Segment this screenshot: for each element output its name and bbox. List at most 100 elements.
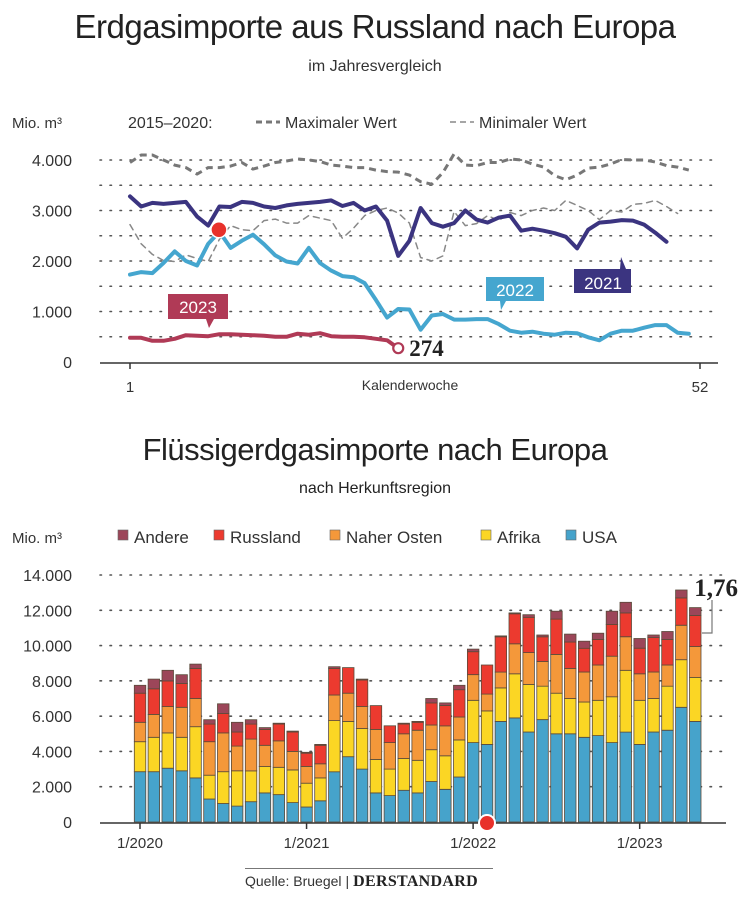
bar-segment-naher-osten bbox=[605, 655, 619, 698]
bar-segment-afrika bbox=[439, 755, 452, 790]
legend-label-andere: Andere bbox=[134, 528, 189, 547]
bar-segment-andere bbox=[217, 703, 230, 714]
bar-segment-afrika bbox=[550, 692, 563, 735]
bar-stack-1-2021 bbox=[300, 751, 313, 823]
bar-segment-naher-osten bbox=[619, 636, 632, 671]
bar-segment-afrika bbox=[647, 698, 660, 733]
bar-stack-11-2020 bbox=[272, 722, 286, 823]
bar-segment-usa bbox=[258, 792, 272, 823]
x-tick-label: 1/2022 bbox=[450, 835, 496, 852]
bar-segment-usa bbox=[286, 802, 299, 823]
label-2023: 2023 bbox=[179, 298, 217, 317]
legend-swatch-andere bbox=[117, 529, 129, 541]
bar-segment-andere bbox=[161, 669, 174, 682]
legend-swatch-afrika bbox=[480, 529, 492, 541]
bar-stack-12-2020 bbox=[286, 730, 299, 823]
bar-segment-naher-osten bbox=[550, 654, 563, 694]
bar-segment-afrika bbox=[661, 685, 674, 731]
y-tick-label: 14.000 bbox=[23, 568, 72, 585]
bar-segment-andere bbox=[633, 638, 646, 649]
bar-segment-naher-osten bbox=[314, 763, 327, 779]
bar-segment-usa bbox=[300, 806, 313, 823]
bar-segment-afrika bbox=[689, 676, 702, 722]
bar-segment-naher-osten bbox=[494, 671, 508, 689]
bar-segment-naher-osten bbox=[647, 671, 660, 699]
bar-stack-11-2021 bbox=[439, 702, 452, 823]
bar-stack-12-2022 bbox=[619, 601, 632, 823]
x-tick-label: 1/2020 bbox=[117, 835, 163, 852]
bar-segment-afrika bbox=[466, 699, 480, 743]
bar-stack-12-2021 bbox=[453, 684, 466, 823]
bar-segment-usa bbox=[550, 733, 563, 823]
bar-segment-russland bbox=[203, 723, 216, 743]
bar-segment-afrika bbox=[383, 768, 397, 796]
y-tick-label: 12.000 bbox=[23, 603, 72, 620]
bar-segment-russland bbox=[439, 705, 452, 727]
y-tick-label: 4.000 bbox=[32, 744, 72, 761]
bar-segment-naher-osten bbox=[342, 692, 355, 722]
series-line-2021 bbox=[128, 194, 669, 258]
bar-segment-russland bbox=[314, 744, 327, 765]
bar-segment-usa bbox=[355, 768, 369, 823]
bar-stack-1-2023 bbox=[633, 638, 646, 823]
bar-segment-usa bbox=[522, 731, 535, 823]
bar-stack-3-2020 bbox=[161, 669, 174, 823]
x-tick-label: 1/2023 bbox=[617, 835, 663, 852]
bar-segment-usa bbox=[230, 805, 244, 823]
bar-segment-russland bbox=[328, 668, 341, 696]
bar-segment-afrika bbox=[369, 759, 383, 794]
legend-swatch-russland bbox=[213, 529, 225, 541]
bar-segment-naher-osten bbox=[189, 698, 202, 728]
bar-segment-russland bbox=[411, 721, 424, 731]
bar-segment-afrika bbox=[453, 739, 466, 778]
bar-stack-5-2023 bbox=[689, 607, 702, 823]
bar-segment-andere bbox=[647, 634, 660, 638]
bar-segment-usa bbox=[494, 721, 508, 823]
bar-segment-andere bbox=[522, 614, 535, 618]
bar-segment-naher-osten bbox=[675, 624, 688, 661]
bar-segment-usa bbox=[342, 756, 355, 823]
x-tick-label: 1 bbox=[126, 379, 134, 396]
bar-segment-naher-osten bbox=[480, 693, 494, 712]
bar-stack-1-2020 bbox=[133, 684, 147, 823]
bar-segment-naher-osten bbox=[244, 738, 258, 772]
bar-segment-afrika bbox=[425, 749, 438, 782]
bar-segment-andere bbox=[661, 631, 674, 640]
bar-segment-naher-osten bbox=[355, 706, 369, 729]
bar-segment-afrika bbox=[203, 774, 216, 800]
bar-segment-naher-osten bbox=[397, 733, 410, 759]
bar-segment-afrika bbox=[578, 701, 591, 738]
bar-segment-naher-osten bbox=[425, 724, 438, 751]
label-2021-box bbox=[574, 257, 631, 293]
bar-segment-naher-osten bbox=[161, 706, 174, 734]
bar-segment-usa bbox=[661, 729, 674, 823]
bar-segment-andere bbox=[272, 722, 286, 725]
bar-stack-4-2020 bbox=[175, 674, 188, 823]
bar-segment-russland bbox=[300, 752, 313, 767]
bar-segment-usa bbox=[314, 800, 327, 823]
bar-segment-andere bbox=[189, 663, 202, 669]
bar-segment-andere bbox=[453, 684, 466, 691]
bar-segment-russland bbox=[578, 647, 591, 673]
bar-segment-russland bbox=[147, 688, 161, 715]
bar-segment-usa bbox=[564, 733, 577, 823]
bar-stack-9-2022 bbox=[578, 640, 591, 823]
bar-segment-andere bbox=[203, 719, 216, 725]
bar-segment-naher-osten bbox=[536, 661, 549, 687]
bar-segment-russland bbox=[550, 618, 563, 655]
bar-segment-russland bbox=[230, 731, 244, 747]
legend-swatch-usa bbox=[565, 529, 577, 541]
legend-label-afrika: Afrika bbox=[497, 528, 541, 547]
bar-stack-5-2022 bbox=[522, 614, 535, 823]
bar-segment-andere bbox=[591, 632, 605, 640]
bar-segment-afrika bbox=[411, 759, 424, 794]
label-2022-box bbox=[486, 277, 544, 310]
bar-stack-7-2020 bbox=[217, 703, 230, 823]
bar-segment-andere bbox=[675, 589, 688, 599]
bar-segment-andere bbox=[286, 730, 299, 733]
bar-segment-andere bbox=[619, 601, 632, 614]
bar-segment-afrika bbox=[397, 758, 410, 791]
bar-segment-naher-osten bbox=[383, 742, 397, 770]
bar-stack-8-2020 bbox=[230, 721, 244, 823]
bar-segment-afrika bbox=[217, 771, 230, 804]
